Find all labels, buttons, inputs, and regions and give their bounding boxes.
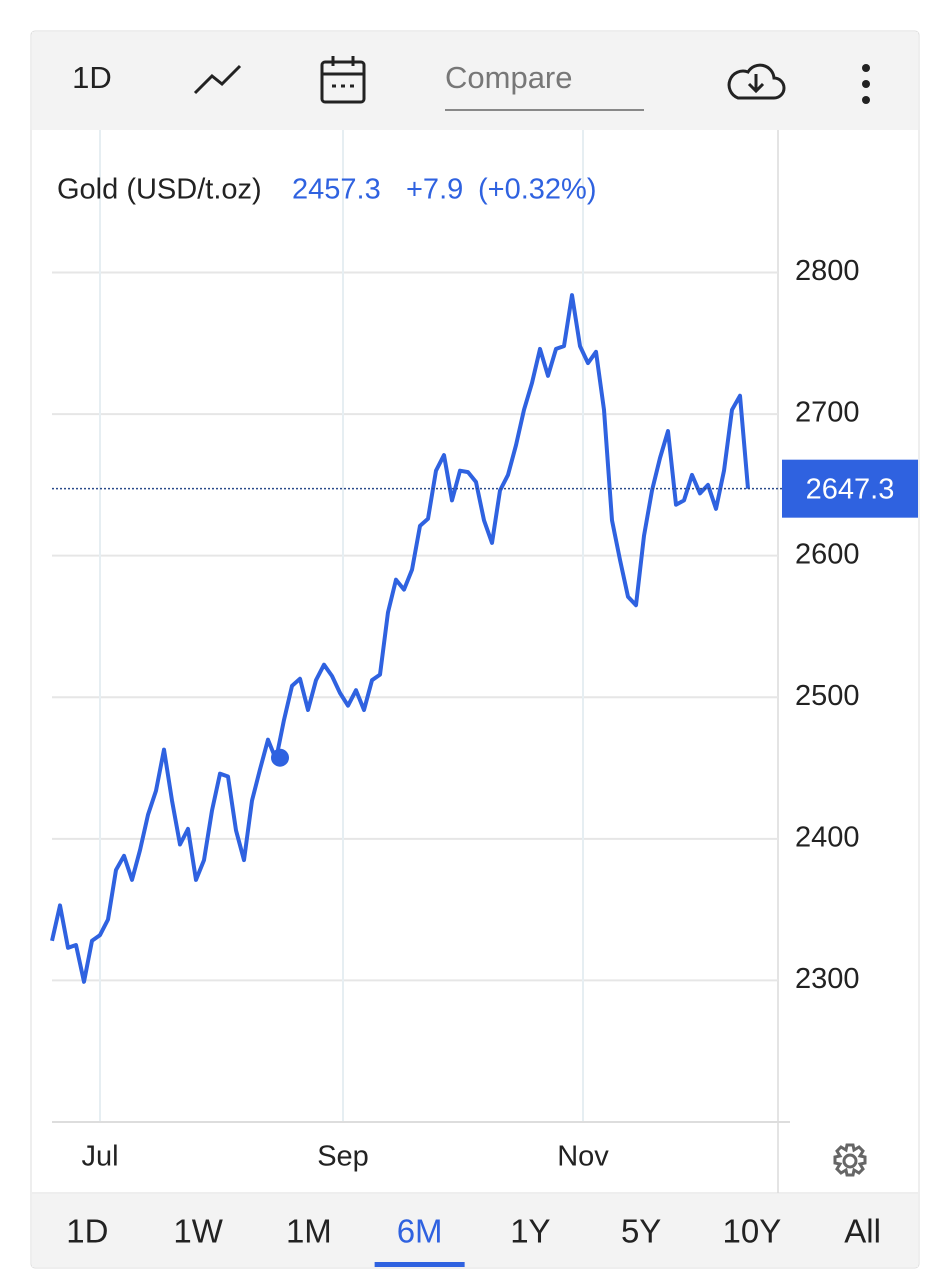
y-tick-label: 2600 — [795, 538, 860, 570]
x-tick-label: Jul — [81, 1141, 118, 1173]
x-tick-label: Sep — [317, 1141, 369, 1173]
calendar-icon[interactable] — [320, 56, 366, 104]
range-tab[interactable]: 1W — [173, 1213, 223, 1250]
price: 2457.3 — [292, 174, 381, 206]
range-tab[interactable]: 1M — [286, 1213, 332, 1250]
download-icon[interactable] — [727, 63, 786, 100]
chart-type-icon[interactable] — [193, 64, 242, 95]
last-price-badge — [782, 459, 918, 518]
range-tab[interactable]: 1D — [66, 1213, 108, 1250]
range-tab[interactable]: 6M — [397, 1213, 443, 1250]
y-tick-label: 2500 — [795, 680, 860, 712]
x-tick-label: Nov — [557, 1141, 609, 1173]
y-tick-label: 2400 — [795, 821, 860, 853]
range-tab[interactable]: 1Y — [510, 1213, 550, 1250]
change-percent: (+0.32%) — [478, 174, 596, 206]
settings-icon[interactable] — [833, 1143, 867, 1177]
range-tab[interactable]: All — [844, 1213, 881, 1250]
range-tab[interactable]: 5Y — [621, 1213, 661, 1250]
y-tick-label: 2300 — [795, 963, 860, 995]
y-tick-label: 2700 — [795, 397, 860, 429]
price-line — [50, 293, 750, 984]
y-tick-label: 2800 — [795, 255, 860, 287]
card — [30, 30, 920, 1269]
compare-input[interactable]: Compare — [445, 60, 573, 95]
range-tabs — [32, 1194, 918, 1267]
toolbar — [32, 32, 918, 130]
instrument-name: Gold (USD/t.oz) — [57, 174, 262, 206]
more-menu[interactable] — [862, 64, 870, 104]
last-price-label: 2647.3 — [806, 473, 895, 505]
active-tab-indicator — [374, 1262, 465, 1267]
interval-button[interactable]: 1D — [72, 60, 112, 95]
change: +7.9 — [406, 174, 463, 206]
range-tab[interactable]: 10Y — [723, 1213, 782, 1250]
hover-marker — [271, 748, 289, 767]
